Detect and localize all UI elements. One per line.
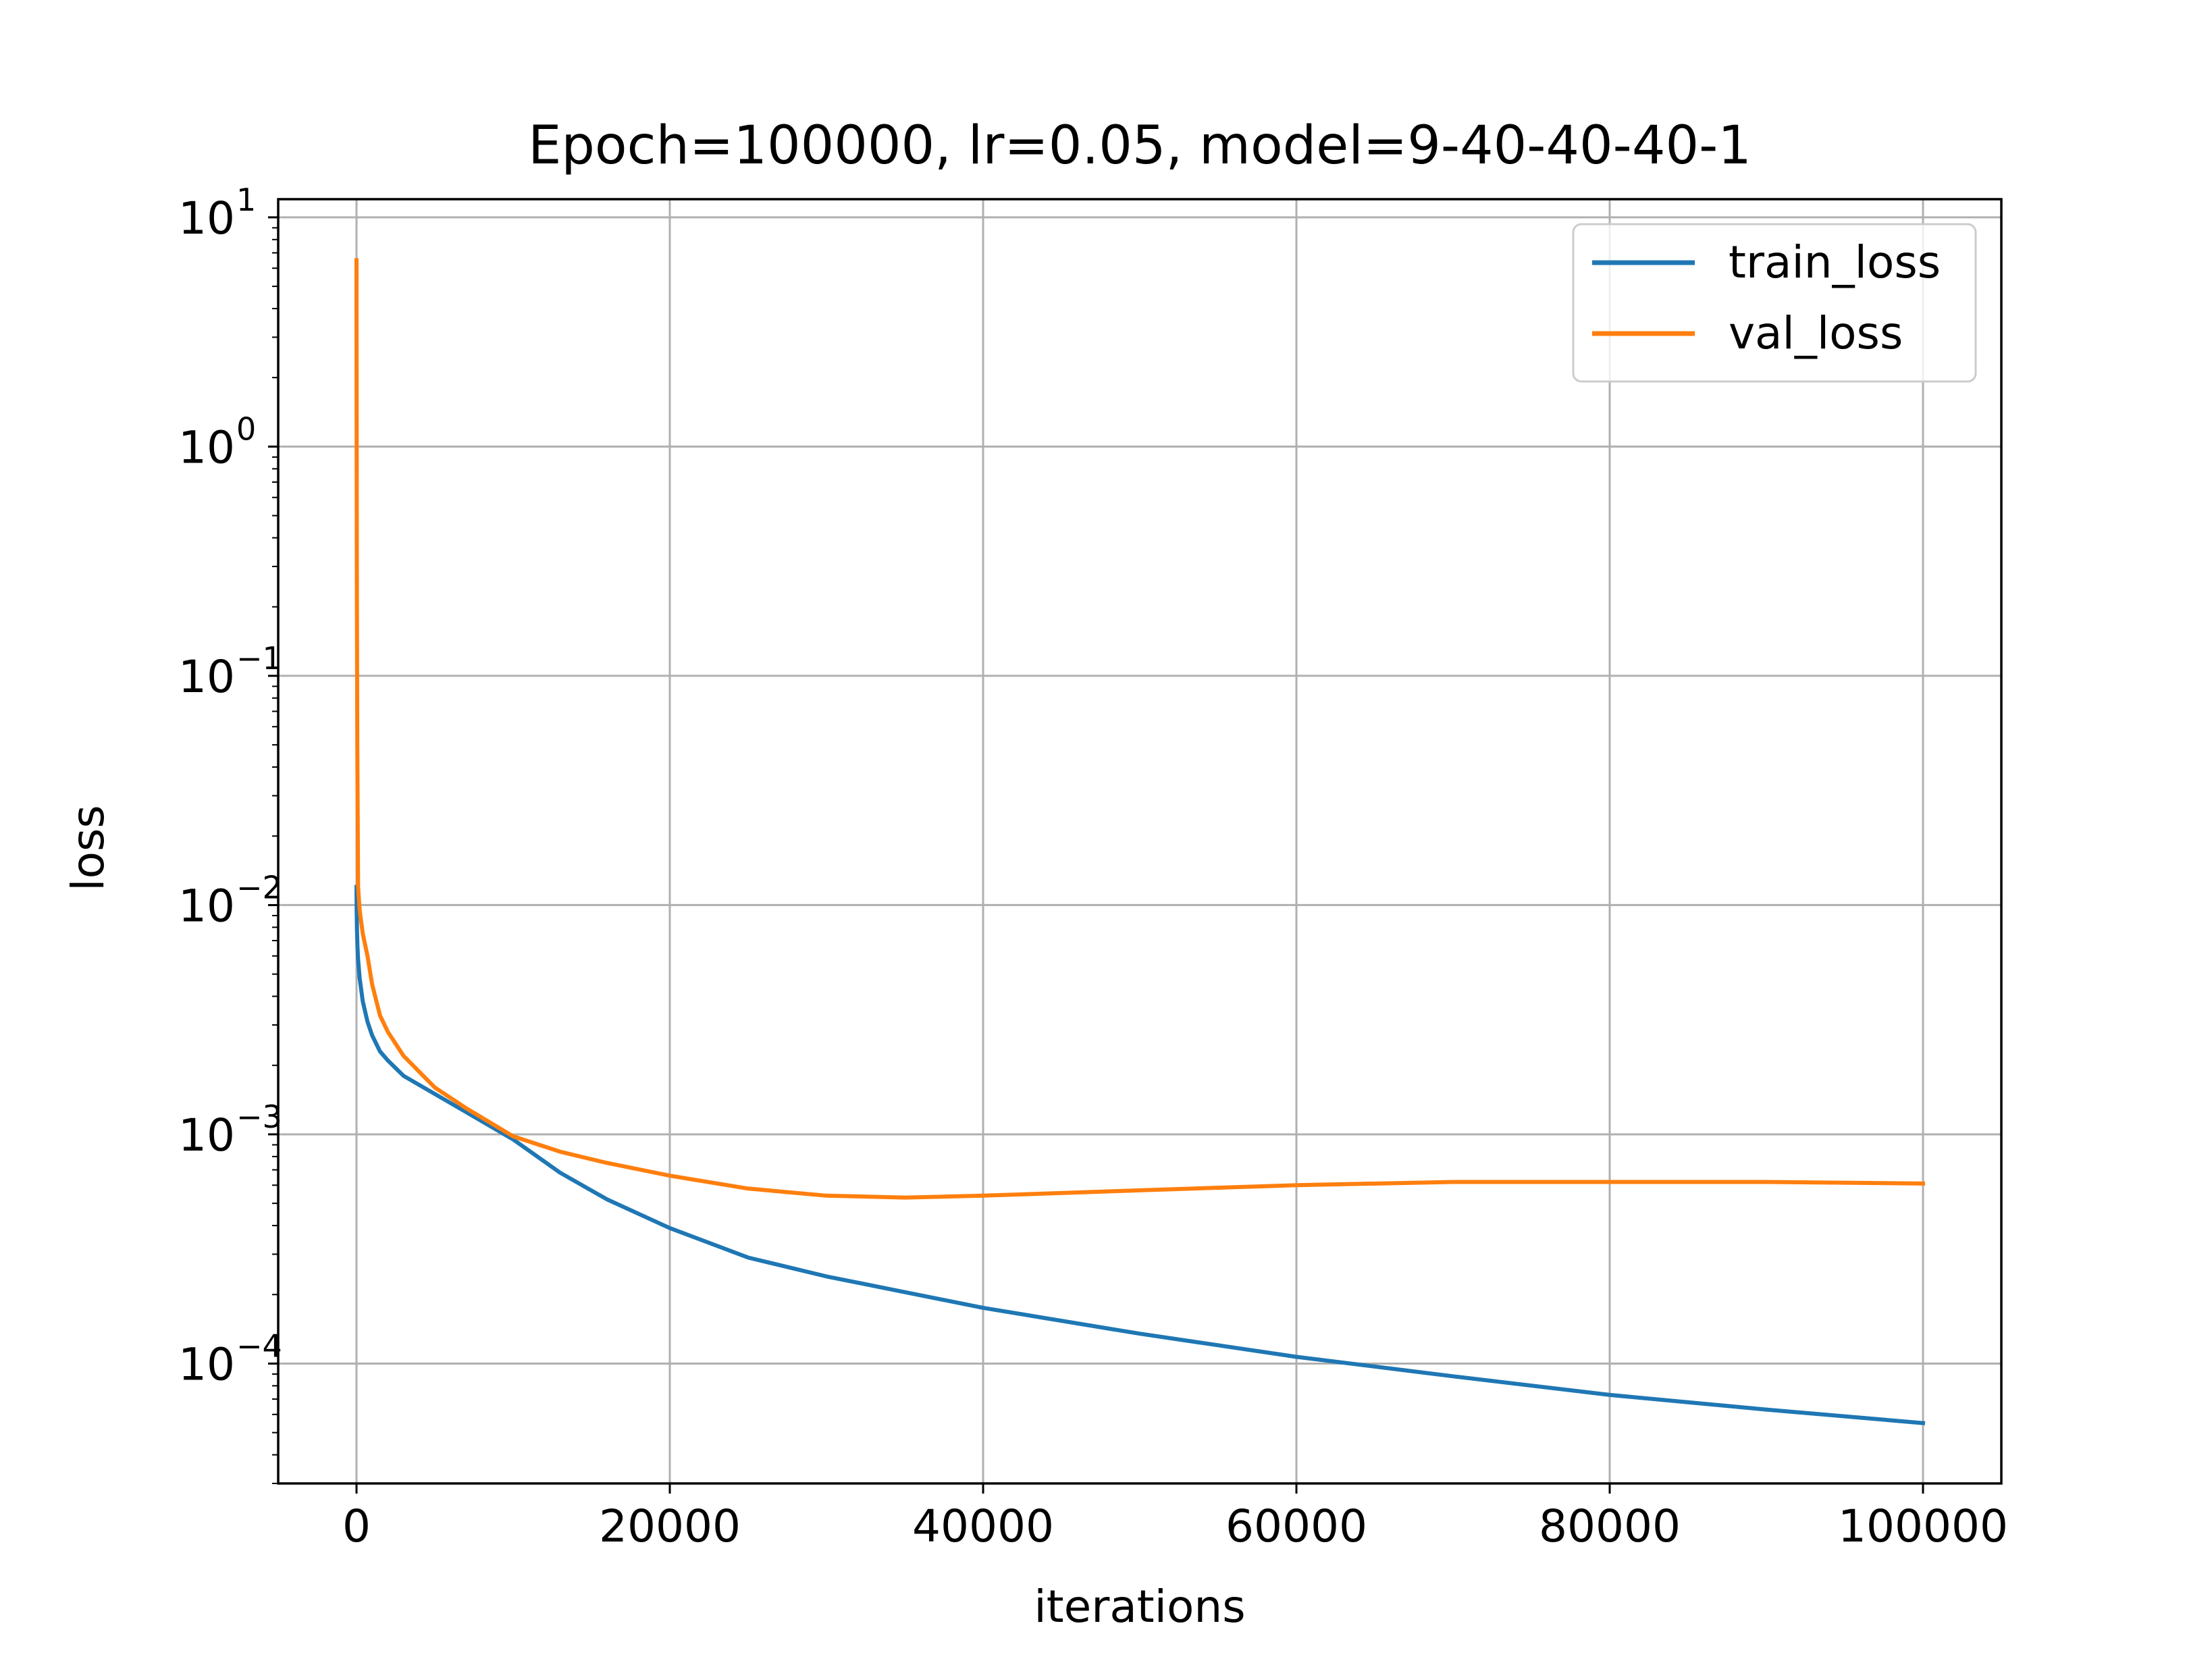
y-tick-label: 10 −4 [178,1327,282,1390]
series-layer [354,258,1926,1425]
legend: train_loss val_loss [1572,223,1977,383]
y-tick-label: 10 −1 [178,640,282,703]
y-tick-label-base: 10 [178,880,235,932]
y-tick-label-exponent: 1 [236,182,256,218]
y-tick-label: 10 −2 [178,869,282,932]
y-tick-label-base: 10 [178,651,235,703]
x-axis-label: iterations [1034,1581,1245,1633]
series-line-val-loss [354,258,1926,1200]
x-tick-label: 0 [342,1500,371,1552]
y-tick-label-exponent: −3 [236,1099,282,1135]
plot-frame [277,198,2003,1485]
chart-title: Epoch=100000, lr=0.05, model=9-40-40-40-… [528,115,1752,176]
x-tick-label: 100000 [1838,1500,2008,1552]
y-tick-label-base: 10 [178,1338,235,1390]
x-tick-label: 60000 [1226,1500,1367,1552]
grid-layer [278,199,2001,1483]
y-tick-label: 10 0 [178,411,256,473]
y-tick-label-base: 10 [178,421,235,473]
y-tick-label-exponent: 0 [236,411,256,447]
y-tick-label-base: 10 [178,192,235,244]
y-tick-label-exponent: −4 [236,1327,282,1364]
series-line-train-loss [354,885,1926,1425]
y-axis-label: loss [62,805,114,891]
x-tick-label: 80000 [1539,1500,1681,1552]
legend-label-val-loss: val_loss [1729,307,1903,359]
y-tick-label: 10 −3 [178,1099,282,1161]
legend-label-train-loss: train_loss [1729,236,1941,288]
x-tick-label: 20000 [599,1500,741,1552]
y-tick-label-exponent: −2 [236,869,282,905]
y-tick-label-base: 10 [178,1109,235,1161]
x-tick-label: 40000 [912,1500,1054,1552]
y-tick-label: 10 1 [178,182,256,244]
y-tick-label-exponent: −1 [236,640,282,677]
